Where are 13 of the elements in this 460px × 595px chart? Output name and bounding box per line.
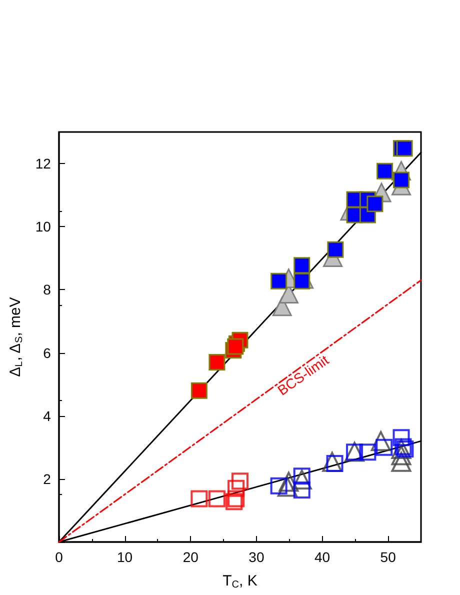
x-tick-label: 30: [248, 549, 264, 565]
y-tick-label: 12: [35, 156, 52, 172]
x-tick-label: 40: [314, 549, 330, 565]
x-tick-label: 10: [117, 549, 133, 565]
y-tick-label: 10: [35, 218, 52, 235]
y-tick-label: 4: [43, 408, 52, 424]
y-tick-label: 6: [43, 344, 52, 361]
y-axis-title: ΔL, ΔS, meV: [7, 297, 25, 377]
x-tick-label: 50: [380, 549, 396, 565]
y-tick-label: 2: [43, 470, 52, 487]
x-tick-label: 0: [55, 549, 64, 565]
y-tick-label: 8: [43, 282, 52, 298]
x-tick-label: 20: [182, 549, 199, 565]
